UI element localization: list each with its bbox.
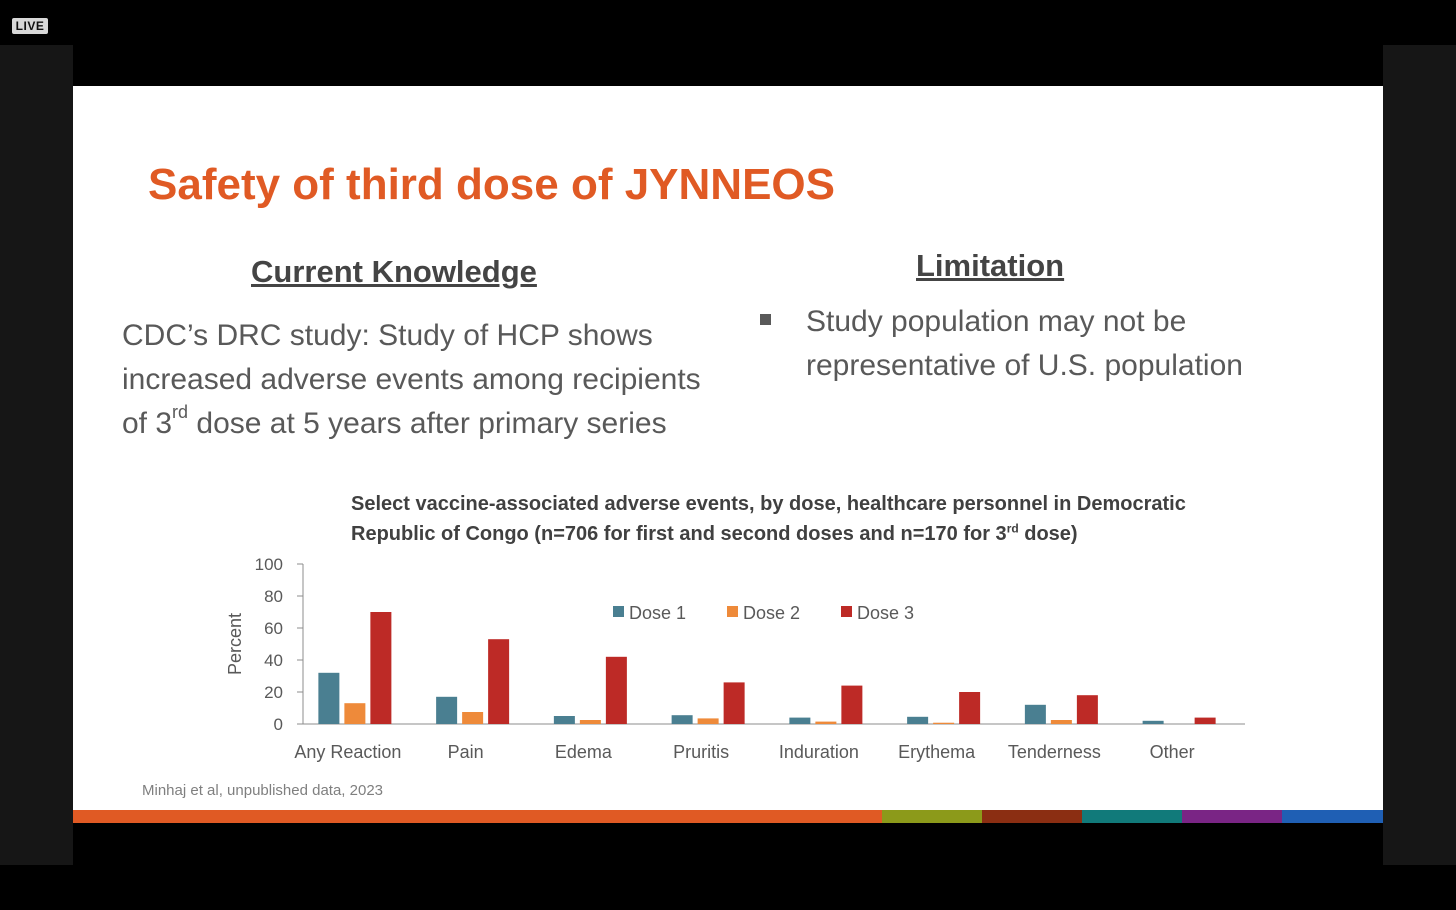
limitation-bullet-text: Study population may not be representati…	[806, 305, 1243, 382]
y-tick-label: 60	[264, 619, 283, 638]
bar-dose-1	[553, 716, 575, 724]
chart-title-part1: Select vaccine-associated adverse events…	[351, 493, 1186, 545]
footer-bar-segment	[882, 810, 982, 823]
footer-bar-segment	[1282, 810, 1383, 823]
legend-label: Dose 2	[743, 603, 800, 623]
x-category-label: Any Reaction	[294, 742, 401, 762]
x-category-label: Erythema	[898, 742, 976, 762]
live-badge: LIVE	[12, 18, 48, 34]
bar-dose-1	[671, 715, 693, 724]
y-tick-label: 100	[255, 555, 283, 574]
y-tick-label: 40	[264, 651, 283, 670]
bar-dose-3	[1076, 695, 1098, 724]
bar-dose-1	[1024, 704, 1046, 724]
bar-dose-3	[488, 639, 510, 724]
current-knowledge-text-b: dose at 5 years after primary series	[188, 407, 667, 440]
legend-label: Dose 1	[629, 603, 686, 623]
x-category-label: Induration	[779, 742, 859, 762]
chart-title: Select vaccine-associated adverse events…	[351, 489, 1201, 549]
x-category-label: Pruritis	[673, 742, 729, 762]
y-tick-label: 0	[274, 715, 283, 734]
bar-dose-1	[1142, 720, 1164, 724]
bar-dose-2	[697, 718, 719, 724]
current-knowledge-text: CDC’s DRC study: Study of HCP shows incr…	[122, 314, 712, 446]
bar-dose-2	[462, 712, 484, 724]
bar-dose-2	[815, 721, 837, 724]
bar-dose-2	[1050, 720, 1072, 724]
bar-dose-3	[370, 612, 392, 724]
footer-bar-segment	[1182, 810, 1282, 823]
y-tick-label: 20	[264, 683, 283, 702]
bar-dose-3	[723, 682, 745, 724]
bar-dose-3	[605, 656, 627, 724]
bullet-square-icon	[760, 314, 771, 325]
x-category-label: Other	[1150, 742, 1195, 762]
y-tick-label: 80	[264, 587, 283, 606]
bar-dose-3	[1194, 717, 1216, 724]
legend-swatch-dose-1	[613, 606, 624, 617]
x-category-label: Edema	[555, 742, 613, 762]
x-category-label: Pain	[448, 742, 484, 762]
x-category-label: Tenderness	[1008, 742, 1101, 762]
slide-footer-color-bar	[73, 810, 1383, 823]
footer-bar-segment	[1082, 810, 1182, 823]
right-pillarbox	[1383, 45, 1456, 865]
citation: Minhaj et al, unpublished data, 2023	[142, 782, 384, 799]
y-axis-label: Percent	[225, 613, 245, 675]
current-knowledge-heading: Current Knowledge	[251, 254, 537, 289]
current-knowledge-text-a: CDC’s DRC study: Study of HCP shows incr…	[122, 319, 701, 440]
slide-title: Safety of third dose of JYNNEOS	[148, 160, 835, 209]
left-pillarbox	[0, 45, 73, 865]
limitation-heading: Limitation	[916, 248, 1065, 283]
bar-dose-3	[959, 692, 981, 724]
bar-dose-1	[436, 696, 458, 724]
bar-dose-1	[789, 717, 811, 724]
chart-title-superscript: rd	[1006, 521, 1019, 536]
presentation-slide: Safety of third dose of JYNNEOS Current …	[73, 86, 1383, 823]
chart-title-part2: dose)	[1018, 523, 1078, 545]
current-knowledge-superscript: rd	[172, 402, 189, 422]
adverse-events-bar-chart: 0 20 40 60 80 100 Percent Any Reaction Pain Edema…	[225, 555, 1245, 762]
bar-dose-2	[579, 720, 601, 724]
bar-dose-2	[344, 703, 366, 724]
legend-label: Dose 3	[857, 603, 914, 623]
legend-swatch-dose-3	[841, 606, 852, 617]
bar-dose-3	[841, 685, 863, 724]
legend-swatch-dose-2	[727, 606, 738, 617]
footer-bar-segment	[982, 810, 1082, 823]
bar-dose-1	[907, 716, 929, 724]
bar-dose-2	[933, 722, 955, 724]
footer-bar-segment	[73, 810, 882, 823]
bar-dose-1	[318, 672, 340, 724]
